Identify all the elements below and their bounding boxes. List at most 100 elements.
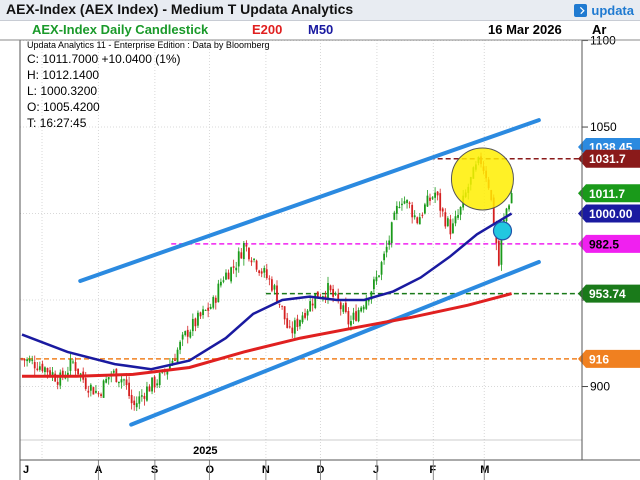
candle-body: [388, 240, 391, 245]
candle-body: [293, 320, 296, 334]
candle-body: [255, 260, 258, 270]
candle-body: [166, 370, 169, 375]
candle-body: [245, 244, 248, 247]
candle-body: [199, 312, 202, 317]
candle-body: [151, 377, 153, 392]
candle-body: [370, 291, 373, 300]
price-tag-box: [578, 204, 640, 223]
candle-body: [67, 372, 69, 375]
candle-body: [79, 373, 82, 375]
candle-body: [342, 305, 345, 312]
candle-body: [316, 291, 319, 299]
candle-body: [253, 258, 255, 260]
candle-body: [327, 282, 329, 300]
candle-body: [332, 288, 334, 297]
ema-label: E200: [252, 22, 282, 37]
y-tick-label: 900: [590, 380, 610, 394]
candle-body: [146, 386, 148, 401]
candle-body: [278, 303, 281, 305]
candle-body: [439, 193, 442, 211]
candle-body: [273, 285, 276, 290]
ohlc-time: T: 16:27:45: [27, 116, 87, 130]
candle-body: [179, 341, 181, 350]
candle-body: [95, 390, 97, 393]
price-tag-label: 982.5: [589, 237, 619, 251]
candle-body: [380, 262, 383, 275]
candle-body: [324, 295, 327, 299]
candle-body: [505, 208, 508, 222]
price-tag-label: 1011.7: [589, 187, 625, 201]
ohlc-high: H: 1012.1400: [27, 68, 99, 82]
candle-body: [72, 361, 74, 363]
candle-body: [207, 307, 210, 311]
candle-body: [31, 359, 34, 361]
highlight-marks: [450, 147, 514, 241]
candle-body: [434, 192, 436, 198]
window-title: AEX-Index (AEX Index) - Medium T Updata …: [6, 1, 354, 17]
candle-body: [59, 372, 62, 386]
candle-body: [271, 279, 273, 291]
y-axis: 1100 1050 900: [582, 34, 617, 394]
candle-body: [143, 395, 146, 399]
candle-body: [497, 240, 500, 266]
price-tag-box: [578, 234, 640, 253]
candle-body: [184, 331, 187, 336]
candle-body: [357, 310, 360, 322]
candle-body: [436, 191, 439, 196]
candle-body: [189, 331, 192, 338]
candle-body: [41, 363, 44, 372]
side-label: Ar: [592, 22, 606, 37]
candle-body: [306, 310, 309, 316]
candle-body: [426, 195, 429, 207]
candle-body: [296, 318, 299, 327]
candle-body: [500, 237, 503, 265]
candle-body: [492, 197, 495, 224]
candle-body: [237, 251, 240, 267]
year-label: 2025: [193, 445, 217, 457]
price-tag-label: 916: [589, 352, 609, 366]
candle-body: [46, 368, 49, 373]
candle-body: [194, 318, 197, 327]
price-tag-box: [578, 149, 640, 168]
moving-averages: [21, 212, 513, 378]
candle-body: [263, 268, 266, 273]
price-tag-label: 1031.7: [589, 152, 626, 166]
candle-body: [230, 267, 232, 282]
candle-body: [128, 382, 130, 397]
candle-body: [291, 327, 294, 334]
candle-body: [373, 279, 375, 290]
price-tag-box: [578, 184, 640, 203]
candle-body: [222, 280, 225, 282]
candle-body: [21, 358, 23, 360]
date-label: 16 Mar 2026: [488, 22, 562, 37]
candle-body: [69, 359, 72, 371]
candle-body: [429, 197, 431, 201]
plot-area: [20, 40, 582, 460]
candle-body: [140, 395, 143, 397]
candle-body: [169, 364, 171, 371]
chart-title: AEX-Index Daily Candlestick: [32, 22, 209, 37]
x-axis: JASONDJFM2025: [20, 439, 640, 480]
candle-body: [225, 272, 227, 280]
candle-body: [355, 311, 357, 321]
upper-channel-line: [78, 118, 541, 284]
price-tag: 953.74: [578, 284, 640, 303]
candle-body: [378, 275, 380, 277]
candle-body: [408, 202, 411, 204]
candle-body: [44, 367, 46, 373]
candle-body: [61, 370, 64, 378]
candle-body: [250, 260, 253, 263]
candle-body: [510, 193, 513, 204]
candle-body: [227, 272, 230, 280]
candle-body: [288, 326, 291, 328]
candle-body: [401, 203, 403, 206]
candle-body: [508, 205, 510, 210]
candle-body: [202, 309, 204, 316]
candle-body: [235, 267, 238, 271]
candle-body: [452, 223, 454, 234]
candle-body: [365, 299, 368, 309]
candle-body: [100, 394, 102, 396]
candle-body: [133, 400, 136, 405]
candlestick-chart[interactable]: AEX-Index Daily Candlestick E200 M50 16 …: [0, 20, 640, 480]
candle-body: [459, 206, 462, 215]
